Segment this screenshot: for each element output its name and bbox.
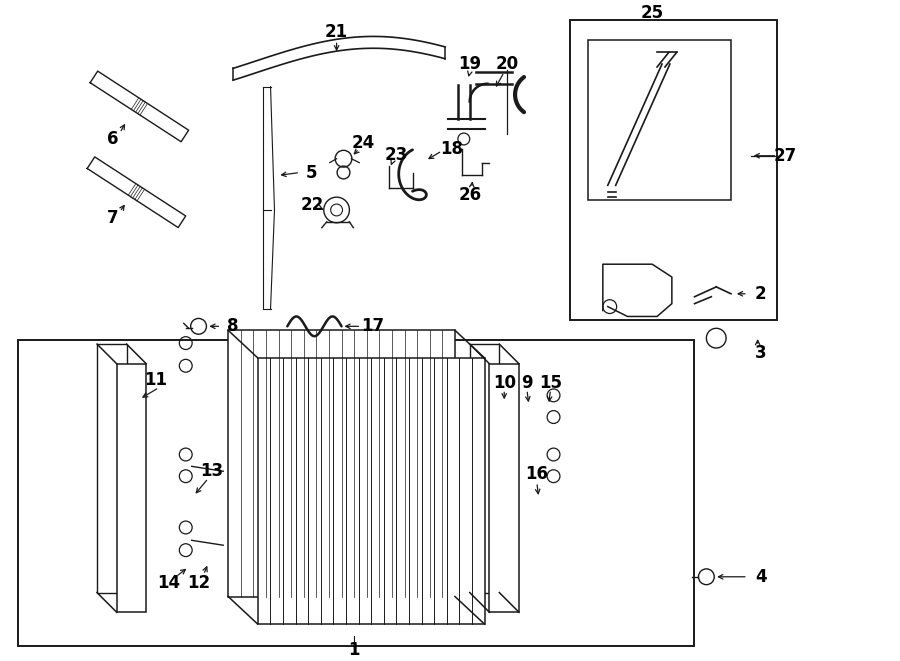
Text: 14: 14 bbox=[158, 574, 181, 592]
Text: 19: 19 bbox=[458, 55, 482, 73]
Bar bbox=[117, 364, 147, 612]
Text: 3: 3 bbox=[755, 344, 767, 362]
Bar bbox=[490, 364, 519, 612]
Text: 11: 11 bbox=[145, 371, 167, 389]
Text: 12: 12 bbox=[187, 574, 210, 592]
Text: 6: 6 bbox=[107, 130, 119, 148]
Text: 26: 26 bbox=[458, 186, 482, 204]
Text: 8: 8 bbox=[228, 317, 238, 335]
Text: 20: 20 bbox=[496, 55, 518, 73]
Bar bbox=[97, 344, 127, 592]
Text: 7: 7 bbox=[107, 209, 119, 227]
Text: 15: 15 bbox=[539, 373, 562, 391]
Text: 16: 16 bbox=[526, 465, 548, 483]
Text: 23: 23 bbox=[384, 146, 408, 164]
Text: 2: 2 bbox=[755, 285, 767, 303]
Bar bbox=[228, 330, 454, 596]
Text: 21: 21 bbox=[325, 24, 348, 42]
Text: 22: 22 bbox=[301, 196, 324, 214]
Text: 5: 5 bbox=[306, 163, 318, 182]
Text: 13: 13 bbox=[200, 462, 223, 481]
Text: 17: 17 bbox=[362, 317, 384, 335]
Bar bbox=[18, 340, 694, 646]
Text: 1: 1 bbox=[348, 641, 360, 659]
Text: 25: 25 bbox=[641, 4, 663, 22]
Bar bbox=[588, 40, 731, 200]
Bar bbox=[257, 358, 484, 624]
Text: 4: 4 bbox=[755, 568, 767, 586]
Text: 10: 10 bbox=[492, 373, 516, 391]
Text: 27: 27 bbox=[774, 147, 796, 165]
Text: 18: 18 bbox=[440, 140, 464, 158]
Text: 9: 9 bbox=[521, 373, 533, 391]
Bar bbox=[470, 344, 500, 592]
Bar bbox=[571, 20, 778, 321]
Text: 24: 24 bbox=[352, 134, 375, 152]
